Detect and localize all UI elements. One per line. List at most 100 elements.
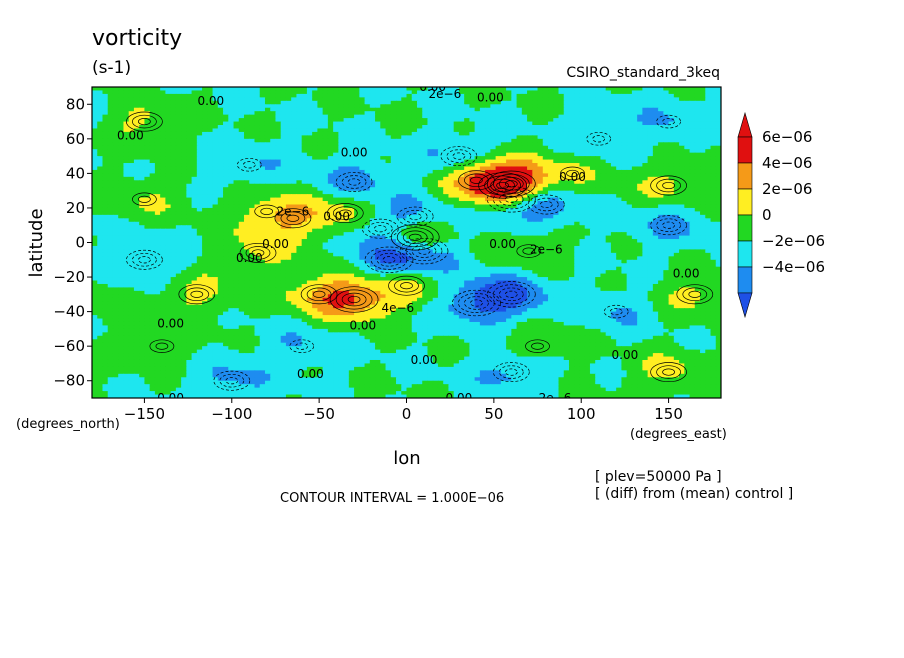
field-cell: [144, 201, 151, 206]
field-cell: [584, 100, 591, 105]
field-cell: [291, 100, 298, 105]
field-cell: [642, 93, 649, 98]
field-cell: [485, 169, 491, 174]
field-cell: [364, 145, 371, 150]
field-cell: [369, 187, 376, 192]
field-cell: [443, 111, 450, 116]
field-cell: [500, 100, 507, 105]
field-cell: [275, 128, 282, 133]
field-cell: [668, 187, 675, 192]
field-cell: [443, 183, 450, 188]
field-cell: [322, 135, 329, 140]
field-cell: [170, 87, 177, 92]
field-cell: [458, 121, 465, 126]
field-cell: [474, 176, 481, 181]
field-cell: [264, 121, 271, 126]
field-cell: [154, 159, 161, 164]
field-cell: [285, 135, 292, 140]
field-cell: [280, 159, 287, 164]
field-cell: [139, 214, 146, 219]
field-cell: [574, 121, 581, 126]
field-cell: [715, 118, 721, 123]
field-cell: [212, 107, 219, 112]
field-cell: [133, 183, 140, 188]
field-cell: [506, 93, 512, 98]
field-cell: [542, 225, 549, 230]
field-cell: [558, 204, 565, 209]
field-cell: [479, 156, 486, 161]
field-cell: [175, 201, 182, 206]
field-cell: [244, 225, 250, 230]
field-cell: [437, 128, 444, 133]
vorticity-field: [92, 87, 721, 398]
field-cell: [338, 149, 345, 154]
field-cell: [296, 111, 303, 116]
field-cell: [548, 166, 554, 171]
field-cell: [228, 221, 235, 226]
field-cell: [128, 221, 135, 226]
field-cell: [233, 131, 240, 136]
field-cell: [369, 214, 376, 219]
field-cell: [469, 190, 476, 195]
field-cell: [275, 156, 282, 161]
field-cell: [553, 145, 560, 150]
field-cell: [375, 142, 381, 147]
field-cell: [223, 149, 229, 154]
field-cell: [333, 121, 339, 126]
field-cell: [658, 207, 664, 212]
field-cell: [401, 87, 408, 92]
field-cell: [165, 107, 172, 112]
field-cell: [474, 145, 481, 150]
field-cell: [553, 214, 560, 219]
field-cell: [710, 194, 717, 199]
field-cell: [375, 163, 381, 168]
field-cell: [553, 169, 560, 174]
field-cell: [244, 173, 250, 178]
field-cell: [296, 183, 303, 188]
field-cell: [202, 125, 208, 130]
field-cell: [595, 214, 602, 219]
field-cell: [348, 107, 355, 112]
field-cell: [422, 221, 429, 226]
field-cell: [343, 107, 350, 112]
field-cell: [479, 138, 486, 143]
field-cell: [668, 100, 675, 105]
field-cell: [458, 135, 465, 140]
field-cell: [233, 111, 240, 116]
field-cell: [553, 100, 560, 105]
field-cell: [605, 194, 612, 199]
field-cell: [175, 197, 182, 202]
field-cell: [369, 107, 376, 112]
field-cell: [254, 128, 261, 133]
field-cell: [574, 135, 581, 140]
field-cell: [375, 93, 381, 98]
field-cell: [574, 218, 581, 223]
field-cell: [548, 201, 554, 206]
field-cell: [354, 107, 360, 112]
field-cell: [128, 197, 135, 202]
field-cell: [694, 104, 701, 109]
field-cell: [490, 214, 497, 219]
field-cell: [411, 218, 418, 223]
field-cell: [228, 228, 235, 233]
field-cell: [196, 169, 203, 174]
field-cell: [406, 169, 413, 174]
field-cell: [160, 104, 166, 109]
field-cell: [694, 218, 701, 223]
field-cell: [469, 163, 476, 168]
field-cell: [333, 176, 339, 181]
field-cell: [270, 194, 277, 199]
field-cell: [259, 87, 266, 92]
field-cell: [233, 194, 240, 199]
field-cell: [301, 90, 308, 95]
field-cell: [322, 131, 329, 136]
field-cell: [563, 166, 570, 171]
field-cell: [422, 118, 429, 123]
field-cell: [469, 176, 476, 181]
field-cell: [317, 187, 324, 192]
field-cell: [500, 138, 507, 143]
field-cell: [380, 87, 387, 92]
field-cell: [610, 194, 617, 199]
field-cell: [631, 90, 638, 95]
field-cell: [574, 142, 581, 147]
